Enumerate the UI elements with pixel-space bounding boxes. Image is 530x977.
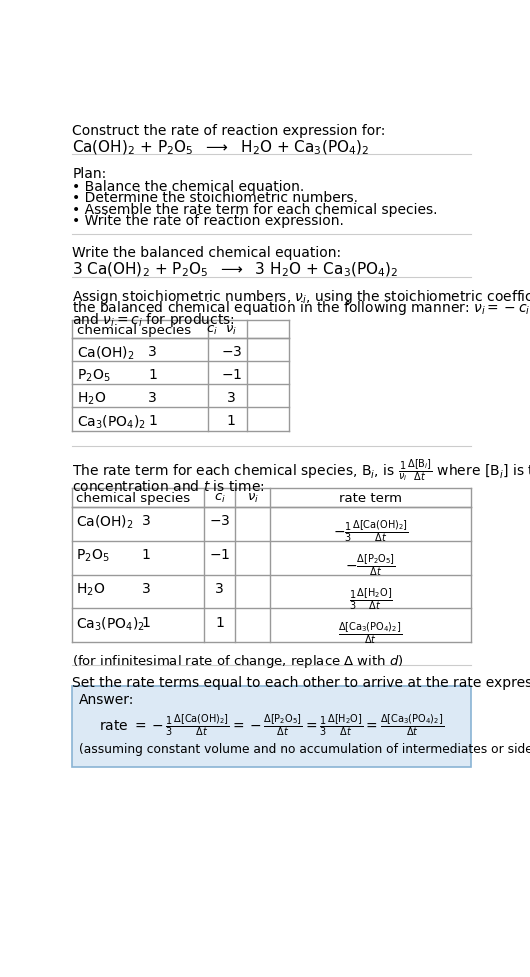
Text: concentration and $t$ is time:: concentration and $t$ is time: <box>73 479 265 493</box>
Text: $c_i$: $c_i$ <box>214 491 226 505</box>
Text: Plan:: Plan: <box>73 167 107 181</box>
Text: rate $= -\frac{1}{3}\frac{\Delta[\mathrm{Ca(OH)_2}]}{\Delta t} = -\frac{\Delta[\: rate $= -\frac{1}{3}\frac{\Delta[\mathrm… <box>99 711 444 737</box>
Text: 3: 3 <box>148 390 157 404</box>
Text: 1: 1 <box>227 413 236 427</box>
Text: 3: 3 <box>142 581 151 595</box>
Text: $\nu_i$: $\nu_i$ <box>246 491 259 505</box>
Text: P$_2$O$_5$: P$_2$O$_5$ <box>77 367 111 384</box>
Text: $-\frac{1}{3}\frac{\Delta[\mathrm{Ca(OH)_2}]}{\Delta t}$: $-\frac{1}{3}\frac{\Delta[\mathrm{Ca(OH)… <box>332 518 408 544</box>
Text: and $\nu_i = c_i$ for products:: and $\nu_i = c_i$ for products: <box>73 311 235 328</box>
Text: Assign stoichiometric numbers, $\nu_i$, using the stoichiometric coefficients, $: Assign stoichiometric numbers, $\nu_i$, … <box>73 287 530 305</box>
Text: 1: 1 <box>148 367 157 381</box>
Text: 3: 3 <box>215 581 224 595</box>
Text: $\nu_i$: $\nu_i$ <box>225 323 237 336</box>
Text: H$_2$O: H$_2$O <box>76 581 105 598</box>
Text: 1: 1 <box>148 413 157 427</box>
Text: The rate term for each chemical species, B$_i$, is $\frac{1}{\nu_i}\frac{\Delta[: The rate term for each chemical species,… <box>73 457 530 484</box>
Text: Set the rate terms equal to each other to arrive at the rate expression:: Set the rate terms equal to each other t… <box>73 675 530 689</box>
Text: • Write the rate of reaction expression.: • Write the rate of reaction expression. <box>73 214 344 229</box>
Text: • Assemble the rate term for each chemical species.: • Assemble the rate term for each chemic… <box>73 202 438 217</box>
Text: $-1$: $-1$ <box>209 547 231 561</box>
Text: Ca(OH)$_2$: Ca(OH)$_2$ <box>77 344 135 361</box>
Text: $-1$: $-1$ <box>220 367 242 381</box>
Text: Answer:: Answer: <box>78 693 134 706</box>
Text: 3 Ca(OH)$_2$ + P$_2$O$_5$  $\longrightarrow$  3 H$_2$O + Ca$_3$(PO$_4$)$_2$: 3 Ca(OH)$_2$ + P$_2$O$_5$ $\longrightarr… <box>73 260 399 278</box>
Text: the balanced chemical equation in the following manner: $\nu_i = -c_i$ for react: the balanced chemical equation in the fo… <box>73 299 530 317</box>
Text: 1: 1 <box>142 547 151 561</box>
Text: Ca(OH)$_2$ + P$_2$O$_5$  $\longrightarrow$  H$_2$O + Ca$_3$(PO$_4$)$_2$: Ca(OH)$_2$ + P$_2$O$_5$ $\longrightarrow… <box>73 138 370 156</box>
Text: Ca$_3$(PO$_4$)$_2$: Ca$_3$(PO$_4$)$_2$ <box>76 615 145 632</box>
Text: chemical species: chemical species <box>77 323 191 336</box>
Text: 3: 3 <box>148 344 157 359</box>
Text: (for infinitesimal rate of change, replace $\Delta$ with $d$): (for infinitesimal rate of change, repla… <box>73 653 404 669</box>
Text: rate term: rate term <box>339 491 402 505</box>
FancyBboxPatch shape <box>73 687 471 767</box>
Text: $-3$: $-3$ <box>220 344 242 359</box>
Text: Construct the rate of reaction expression for:: Construct the rate of reaction expressio… <box>73 123 386 138</box>
Text: $\frac{1}{3}\frac{\Delta[\mathrm{H_2O}]}{\Delta t}$: $\frac{1}{3}\frac{\Delta[\mathrm{H_2O}]}… <box>349 585 392 612</box>
Text: $-\frac{\Delta[\mathrm{P_2O_5}]}{\Delta t}$: $-\frac{\Delta[\mathrm{P_2O_5}]}{\Delta … <box>345 552 396 577</box>
Text: $c_i$: $c_i$ <box>206 323 218 336</box>
Text: $\frac{\Delta[\mathrm{Ca_3(PO_4)_2}]}{\Delta t}$: $\frac{\Delta[\mathrm{Ca_3(PO_4)_2}]}{\D… <box>338 619 402 645</box>
Text: 1: 1 <box>142 615 151 629</box>
Text: • Balance the chemical equation.: • Balance the chemical equation. <box>73 180 305 193</box>
Text: H$_2$O: H$_2$O <box>77 390 107 406</box>
Text: Ca$_3$(PO$_4$)$_2$: Ca$_3$(PO$_4$)$_2$ <box>77 413 146 431</box>
Text: chemical species: chemical species <box>76 491 190 505</box>
Text: Write the balanced chemical equation:: Write the balanced chemical equation: <box>73 245 341 260</box>
Text: P$_2$O$_5$: P$_2$O$_5$ <box>76 547 109 564</box>
Text: Ca(OH)$_2$: Ca(OH)$_2$ <box>76 513 133 531</box>
Text: • Determine the stoichiometric numbers.: • Determine the stoichiometric numbers. <box>73 191 358 205</box>
Text: 3: 3 <box>227 390 236 404</box>
Text: $-3$: $-3$ <box>209 513 231 528</box>
Text: (assuming constant volume and no accumulation of intermediates or side products): (assuming constant volume and no accumul… <box>78 742 530 755</box>
Text: 1: 1 <box>215 615 224 629</box>
Text: 3: 3 <box>142 513 151 528</box>
